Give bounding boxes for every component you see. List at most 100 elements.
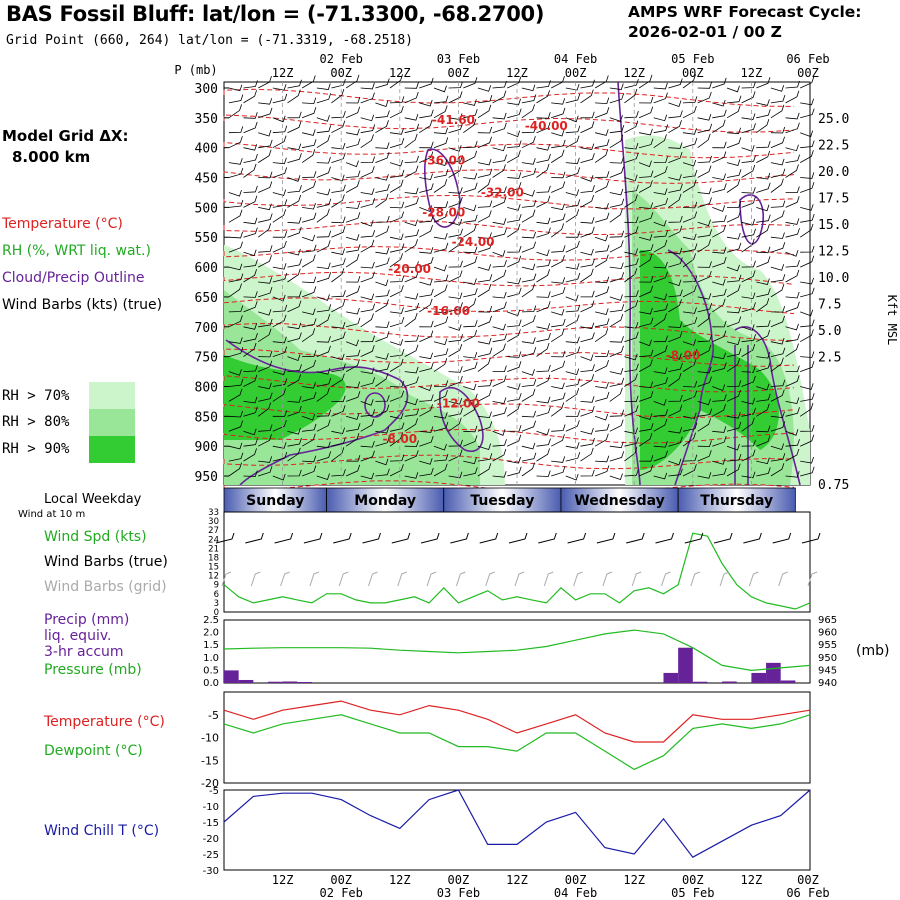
wind-barb xyxy=(507,182,522,193)
wind-barb xyxy=(551,213,566,223)
wind-barb xyxy=(565,125,581,134)
wind-barb xyxy=(638,253,653,268)
wind-barb xyxy=(624,321,639,329)
wind-barb xyxy=(536,470,551,477)
wind-barb xyxy=(419,394,434,402)
wind-barb xyxy=(477,200,493,208)
wind-barb xyxy=(243,323,258,330)
wind-barb xyxy=(580,194,595,208)
wind-barb xyxy=(448,196,463,208)
wind-barb xyxy=(243,153,258,163)
wind-barb xyxy=(228,273,244,283)
wind-barb xyxy=(565,420,580,432)
wind-barb xyxy=(726,264,740,272)
wind-barb xyxy=(345,464,361,477)
wind-barb xyxy=(345,212,361,223)
temperature-label: Temperature (°C) xyxy=(44,714,165,730)
surface-wind-barb xyxy=(626,532,645,544)
wind-barb xyxy=(463,182,478,193)
wind-barb xyxy=(697,472,712,479)
wind-barb xyxy=(653,472,668,480)
pressure-tick-label: 650 xyxy=(195,291,218,306)
wind-barb xyxy=(463,140,478,149)
wind-barb xyxy=(360,219,374,227)
wind-barb xyxy=(492,196,507,208)
wind-barb xyxy=(624,216,639,224)
wind-barb xyxy=(609,377,625,387)
wind-barb xyxy=(507,466,522,477)
temp-tick-label: -15 xyxy=(201,754,219,767)
wind-barb xyxy=(228,315,243,328)
wind-barb xyxy=(463,361,478,372)
weekday-label: Thursday xyxy=(700,493,773,509)
wind-barb xyxy=(433,127,448,135)
temperature-contour-label: -41.60 xyxy=(432,113,475,127)
wind-barb xyxy=(389,307,404,314)
wind-barb xyxy=(580,185,595,193)
wind-barb xyxy=(419,352,433,360)
wind-barb xyxy=(345,138,361,149)
wind-barb xyxy=(375,426,390,434)
wind-barb xyxy=(580,396,595,403)
weekday-label: Sunday xyxy=(246,493,304,509)
wind-barb xyxy=(595,455,610,463)
wind-chill-line xyxy=(223,789,811,858)
wind-barb xyxy=(360,188,375,195)
wind-barb xyxy=(756,288,771,298)
grid-point-info: Grid Point (660, 264) lat/lon = (-71.331… xyxy=(6,33,413,48)
wind-barb xyxy=(243,332,258,343)
wind-barb xyxy=(653,271,668,283)
wind-barb xyxy=(389,348,405,357)
wind-barb xyxy=(404,270,419,283)
wind-barb xyxy=(609,230,625,238)
wind-barb xyxy=(668,353,682,360)
wind-barb xyxy=(463,393,478,402)
wind-barb xyxy=(316,262,331,270)
wind-barb xyxy=(331,363,346,372)
wind-barb xyxy=(360,239,375,253)
wind-barb xyxy=(463,278,477,285)
wind-barb xyxy=(448,270,463,283)
wind-barb xyxy=(257,223,272,238)
wind-barb xyxy=(375,215,390,223)
wind-barb xyxy=(609,304,625,313)
top-date-label: 05 Feb xyxy=(671,52,714,66)
wind-barb xyxy=(375,331,390,343)
wind-barb xyxy=(463,150,478,163)
temp-tick-label: -10 xyxy=(201,732,219,745)
wind-barb xyxy=(507,424,522,432)
wind-barb xyxy=(741,375,756,387)
wind-barb xyxy=(331,78,346,89)
surface-grid-barb xyxy=(426,571,437,587)
surface-wind-barb xyxy=(391,532,411,544)
wind-chill-label: Wind Chill T (°C) xyxy=(44,823,160,839)
wind-barb xyxy=(565,473,579,481)
wind-barb xyxy=(228,378,244,387)
wind-barb xyxy=(595,350,610,357)
precip-bar xyxy=(297,681,312,683)
wind-barb xyxy=(712,435,727,447)
wind-barb xyxy=(389,422,405,432)
cloud-outline-6 xyxy=(667,249,714,486)
wind-barb xyxy=(477,232,492,239)
wind-barb xyxy=(375,321,390,328)
wind-barb xyxy=(331,299,346,313)
wind-barb xyxy=(375,468,390,477)
wind-barb xyxy=(682,285,697,298)
wind-barb xyxy=(258,98,273,105)
wind-barb xyxy=(565,240,580,253)
wind-barb xyxy=(331,447,345,462)
wind-barb xyxy=(433,232,448,240)
wind-barb xyxy=(565,135,580,149)
wind-barb xyxy=(638,413,653,420)
wind-barb xyxy=(785,196,800,208)
wind-barb xyxy=(550,223,565,238)
wind-barb xyxy=(375,394,390,402)
wind-barb xyxy=(331,353,345,361)
wind-barb xyxy=(477,411,492,419)
wind-barb xyxy=(404,187,419,195)
wind-barb xyxy=(800,172,815,179)
wind-barb xyxy=(463,467,478,477)
wind-barb xyxy=(800,182,815,193)
